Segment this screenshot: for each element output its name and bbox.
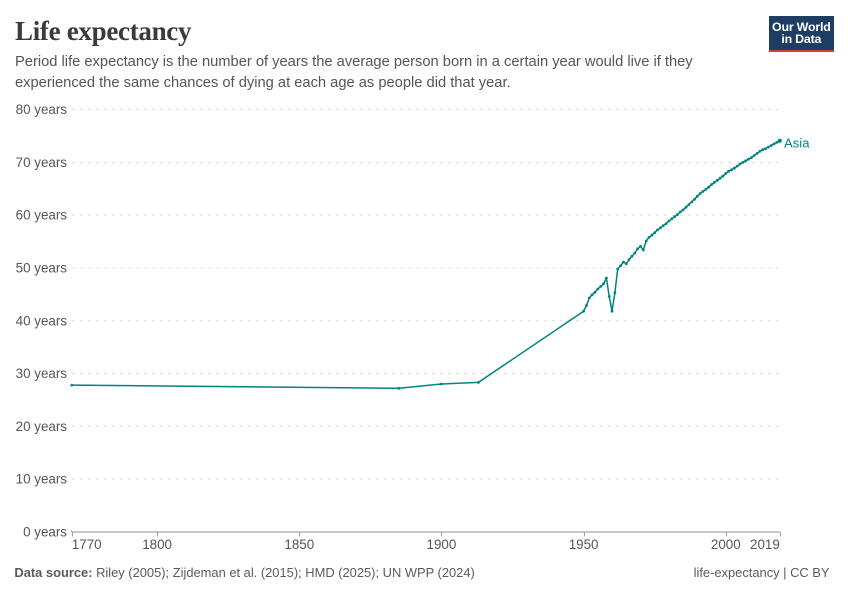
svg-text:1950: 1950 bbox=[569, 537, 599, 552]
svg-text:70 years: 70 years bbox=[16, 155, 68, 170]
svg-text:2000: 2000 bbox=[711, 537, 741, 552]
svg-text:30 years: 30 years bbox=[16, 366, 68, 381]
svg-text:1800: 1800 bbox=[142, 537, 172, 552]
svg-text:50 years: 50 years bbox=[16, 261, 68, 276]
svg-text:10 years: 10 years bbox=[16, 472, 68, 487]
svg-text:2019: 2019 bbox=[750, 537, 780, 552]
svg-text:1850: 1850 bbox=[284, 537, 314, 552]
svg-text:60 years: 60 years bbox=[16, 208, 68, 223]
svg-text:1900: 1900 bbox=[427, 537, 457, 552]
svg-text:80 years: 80 years bbox=[16, 102, 68, 117]
svg-text:40 years: 40 years bbox=[16, 313, 68, 328]
svg-text:Asia: Asia bbox=[784, 135, 810, 150]
svg-text:1770: 1770 bbox=[72, 537, 102, 552]
svg-text:0 years: 0 years bbox=[23, 524, 67, 539]
svg-text:20 years: 20 years bbox=[16, 419, 68, 434]
